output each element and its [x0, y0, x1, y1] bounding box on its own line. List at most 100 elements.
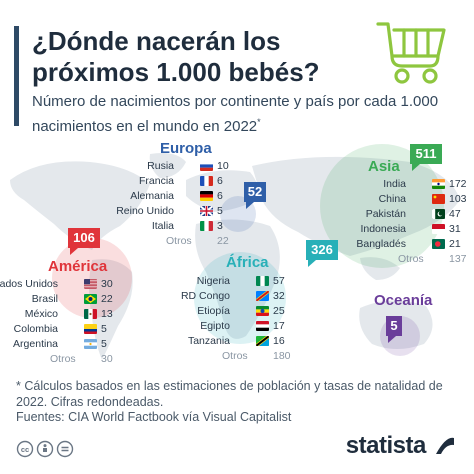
- country-name: Etiopía: [197, 305, 230, 317]
- otros-label: Otros: [222, 350, 248, 362]
- country-value: 17: [273, 320, 285, 332]
- flag-bd-icon: [432, 239, 445, 249]
- oceania-badge-pointer: [388, 336, 396, 343]
- america-title: América: [48, 258, 108, 275]
- country-name: Egipto: [200, 320, 230, 332]
- flag-in-icon: [432, 179, 445, 189]
- europa-total-badge: 52: [244, 182, 266, 202]
- flag-ru-icon: [200, 161, 213, 171]
- stroller-icon: [376, 22, 446, 84]
- otros-label: Otros: [398, 253, 424, 265]
- country-name: Indonesia: [360, 223, 406, 235]
- flag-de-icon: [200, 191, 213, 201]
- flag-mx-icon: [84, 309, 97, 319]
- country-name: Estados Unidos: [0, 278, 58, 290]
- title-accent-bar: [14, 26, 19, 126]
- country-value: 25: [273, 305, 285, 317]
- flag-co-icon: [84, 324, 97, 334]
- africa-title: África: [226, 254, 269, 271]
- africa-badge-pointer: [308, 260, 316, 267]
- flag-ar-icon: [84, 339, 97, 349]
- country-name: Pakistán: [365, 208, 406, 220]
- greenland-shape: [149, 153, 186, 178]
- page-title: ¿Dónde nacerán los próximos 1.000 bebés?: [32, 26, 320, 87]
- country-name: Argentina: [13, 338, 58, 350]
- country-value: 31: [449, 223, 461, 235]
- subtitle-footnote-mark: *: [257, 117, 261, 127]
- license-icons[interactable]: cc: [16, 440, 96, 458]
- country-value: 5: [101, 338, 107, 350]
- country-value: 57: [273, 275, 285, 287]
- flag-gb-icon: [200, 206, 213, 216]
- country-name: Nigeria: [196, 275, 230, 287]
- europa-title: Europa: [160, 140, 212, 157]
- asia-badge-pointer: [412, 164, 420, 171]
- flag-cn-icon: [432, 194, 445, 204]
- country-name: Francia: [138, 175, 174, 187]
- america-bubble: [52, 238, 132, 318]
- flag-pk-icon: [432, 209, 445, 219]
- flag-id-icon: [432, 224, 445, 234]
- country-name: Tanzania: [187, 335, 230, 347]
- country-name: Italia: [151, 220, 174, 232]
- country-value: 103: [449, 193, 467, 205]
- country-value: 3: [217, 220, 223, 232]
- oceania-total-badge: 5: [386, 316, 402, 336]
- flag-us-icon: [84, 279, 97, 289]
- svg-text:cc: cc: [21, 445, 29, 454]
- country-value: 16: [273, 335, 285, 347]
- country-name: India: [383, 178, 406, 190]
- africa-total-badge: 326: [306, 240, 338, 260]
- america-badge-pointer: [70, 248, 78, 255]
- country-name: China: [378, 193, 406, 205]
- footnote: * Cálculos basados en las estimaciones d…: [16, 379, 443, 409]
- europa-badge-pointer: [246, 202, 254, 209]
- country-name: Alemania: [130, 190, 174, 202]
- country-value: 6: [217, 175, 223, 187]
- country-value: 21: [449, 238, 461, 250]
- flag-cd-icon: [256, 291, 269, 301]
- country-name: México: [24, 308, 58, 320]
- otros-label: Otros: [50, 353, 76, 365]
- country-value: 13: [101, 308, 113, 320]
- statista-mark-icon: [436, 437, 454, 454]
- country-value: 30: [101, 278, 113, 290]
- country-name: Rusia: [147, 160, 174, 172]
- page-subtitle: Número de nacimientos por continente y p…: [32, 92, 452, 137]
- asia-bubble: [320, 144, 444, 268]
- equal-icon: [56, 440, 74, 458]
- country-name: Reino Unido: [116, 205, 174, 217]
- flag-ng-icon: [256, 276, 269, 286]
- country-value: 5: [217, 205, 223, 217]
- oceania-title: Oceanía: [374, 292, 433, 309]
- statista-wordmark: statista: [345, 432, 427, 459]
- otros-value: 180: [273, 350, 291, 362]
- country-name: Brasil: [31, 293, 58, 305]
- flag-fr-icon: [200, 176, 213, 186]
- country-name: Bangladés: [356, 238, 406, 250]
- country-name: RD Congo: [180, 290, 230, 302]
- america-total-badge: 106: [68, 228, 100, 248]
- by-icon: [36, 440, 54, 458]
- flag-et-icon: [256, 306, 269, 316]
- southeast-asia-shape: [360, 257, 400, 280]
- country-value: 32: [273, 290, 285, 302]
- country-value: 10: [217, 160, 229, 172]
- flag-tz-icon: [256, 336, 269, 346]
- subtitle-text: Número de nacimientos por continente y p…: [32, 93, 439, 135]
- otros-value: 30: [101, 353, 113, 365]
- flag-br-icon: [84, 294, 97, 304]
- statista-logo[interactable]: statista: [346, 432, 456, 462]
- cc-icon: [16, 440, 34, 458]
- country-value: 6: [217, 190, 223, 202]
- north-america-shape: [10, 161, 150, 250]
- country-value: 22: [101, 293, 113, 305]
- sources-line: Fuentes: CIA World Factbook vía Visual C…: [16, 410, 292, 424]
- asia-title: Asia: [368, 158, 400, 175]
- south-america-shape: [89, 259, 133, 360]
- country-value: 172: [449, 178, 467, 190]
- otros-value: 22: [217, 235, 229, 247]
- country-value: 5: [101, 323, 107, 335]
- otros-value: 137: [449, 253, 467, 265]
